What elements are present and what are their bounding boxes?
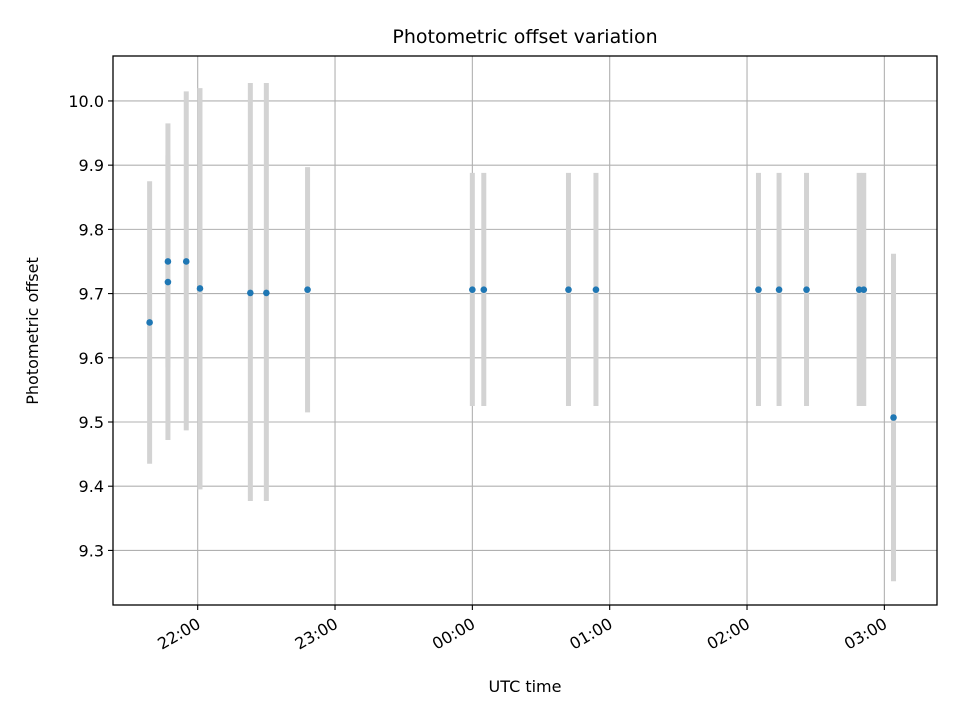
data-point <box>775 286 783 294</box>
data-point <box>803 286 810 294</box>
data-point <box>890 414 897 421</box>
data-point <box>860 286 868 294</box>
y-tick-label: 9.5 <box>79 413 104 432</box>
y-tick-label: 9.8 <box>79 220 104 239</box>
y-axis-label: Photometric offset <box>23 257 42 405</box>
data-point <box>480 286 488 294</box>
data-point <box>565 286 572 294</box>
data-point <box>304 286 311 294</box>
data-point <box>247 289 254 297</box>
y-tick-label: 9.4 <box>79 477 104 496</box>
data-point <box>755 286 762 294</box>
data-point <box>182 258 190 265</box>
y-axis: 9.3 9.4 9.5 9.6 9.7 9.8 9.9 10.0 <box>68 92 113 560</box>
data-point <box>196 285 204 292</box>
data-point <box>469 286 476 294</box>
data-point <box>164 258 172 265</box>
data-point <box>263 289 270 297</box>
data-point <box>146 319 153 326</box>
x-axis-label: UTC time <box>489 677 562 696</box>
y-tick-label: 9.7 <box>79 285 104 304</box>
data-point <box>855 286 863 294</box>
data-point <box>164 278 172 286</box>
plot-frame <box>112 55 938 606</box>
y-tick-label: 9.3 <box>79 541 104 560</box>
data-points <box>146 258 897 421</box>
data-point <box>592 286 600 294</box>
y-tick-label: 10.0 <box>68 92 104 111</box>
chart-title: Photometric offset variation <box>392 26 657 48</box>
y-tick-label: 9.6 <box>79 349 104 368</box>
y-tick-label: 9.9 <box>79 156 104 175</box>
